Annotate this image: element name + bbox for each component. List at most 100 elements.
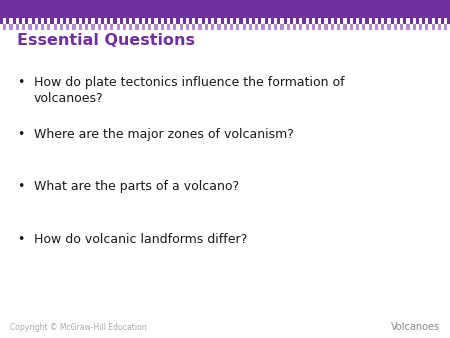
Bar <box>441 18 444 24</box>
Bar <box>359 18 362 24</box>
Bar <box>195 18 198 24</box>
Bar <box>117 24 120 30</box>
Bar <box>132 18 135 24</box>
Bar <box>230 24 233 30</box>
Bar <box>328 18 331 24</box>
Bar <box>113 18 117 24</box>
Bar <box>211 24 214 30</box>
Bar <box>400 24 403 30</box>
Bar <box>98 24 101 30</box>
Bar <box>296 18 299 24</box>
Bar <box>340 18 343 24</box>
Bar <box>356 24 359 30</box>
Bar <box>249 24 252 30</box>
Bar <box>110 24 113 30</box>
Bar <box>353 18 356 24</box>
Bar <box>3 24 6 30</box>
Bar <box>202 18 205 24</box>
Bar <box>243 24 246 30</box>
Bar <box>438 24 441 30</box>
Bar <box>391 18 394 24</box>
Bar <box>198 24 202 30</box>
Text: •: • <box>17 128 24 141</box>
Bar <box>135 24 139 30</box>
Bar <box>447 18 450 24</box>
Bar <box>369 24 372 30</box>
Text: Where are the major zones of volcanism?: Where are the major zones of volcanism? <box>34 128 293 141</box>
Text: What are the parts of a volcano?: What are the parts of a volcano? <box>34 180 239 193</box>
Bar <box>261 24 265 30</box>
Bar <box>406 24 410 30</box>
Bar <box>189 18 192 24</box>
Bar <box>19 18 22 24</box>
Bar <box>173 24 176 30</box>
Bar <box>252 18 255 24</box>
Bar <box>318 24 321 30</box>
Bar <box>107 18 110 24</box>
Bar <box>154 24 158 30</box>
Bar <box>176 18 180 24</box>
Bar <box>142 24 145 30</box>
Bar <box>126 18 129 24</box>
Bar <box>151 18 154 24</box>
Bar <box>246 18 249 24</box>
Bar <box>419 24 422 30</box>
Bar <box>38 18 41 24</box>
Text: •: • <box>17 76 24 89</box>
Bar <box>214 18 217 24</box>
Bar <box>72 24 76 30</box>
Bar <box>13 18 16 24</box>
Bar <box>85 24 88 30</box>
Bar <box>271 18 274 24</box>
Bar <box>44 18 47 24</box>
Bar <box>104 24 107 30</box>
Bar <box>139 18 142 24</box>
Bar <box>167 24 170 30</box>
Bar <box>88 18 91 24</box>
Bar <box>346 18 350 24</box>
Bar <box>16 24 19 30</box>
Bar <box>299 24 302 30</box>
Text: How do volcanic landforms differ?: How do volcanic landforms differ? <box>34 233 247 246</box>
Bar <box>290 18 293 24</box>
Bar <box>321 18 324 24</box>
Bar <box>91 24 94 30</box>
Bar <box>435 18 438 24</box>
Bar <box>416 18 419 24</box>
Bar <box>403 18 406 24</box>
Bar <box>394 24 397 30</box>
Bar <box>47 24 50 30</box>
Bar <box>180 24 183 30</box>
Bar <box>337 24 340 30</box>
Bar <box>343 24 346 30</box>
Bar <box>120 18 123 24</box>
Bar <box>265 18 268 24</box>
Bar <box>22 24 25 30</box>
Bar <box>274 24 277 30</box>
Bar <box>422 18 425 24</box>
Bar <box>170 18 173 24</box>
Bar <box>158 18 161 24</box>
Bar <box>0 0 450 18</box>
Bar <box>302 18 306 24</box>
Bar <box>387 24 391 30</box>
Bar <box>54 24 57 30</box>
Bar <box>66 24 69 30</box>
Bar <box>76 18 79 24</box>
Bar <box>192 24 195 30</box>
Bar <box>82 18 85 24</box>
Text: Copyright © McGraw-Hill Education: Copyright © McGraw-Hill Education <box>10 323 147 332</box>
Bar <box>255 24 258 30</box>
Bar <box>350 24 353 30</box>
Bar <box>148 24 151 30</box>
Bar <box>428 18 432 24</box>
Bar <box>334 18 337 24</box>
Bar <box>315 18 318 24</box>
Bar <box>50 18 54 24</box>
Bar <box>220 18 224 24</box>
Bar <box>375 24 378 30</box>
Bar <box>444 24 447 30</box>
Bar <box>0 18 3 24</box>
Text: Essential Questions: Essential Questions <box>17 33 195 48</box>
Bar <box>69 18 72 24</box>
